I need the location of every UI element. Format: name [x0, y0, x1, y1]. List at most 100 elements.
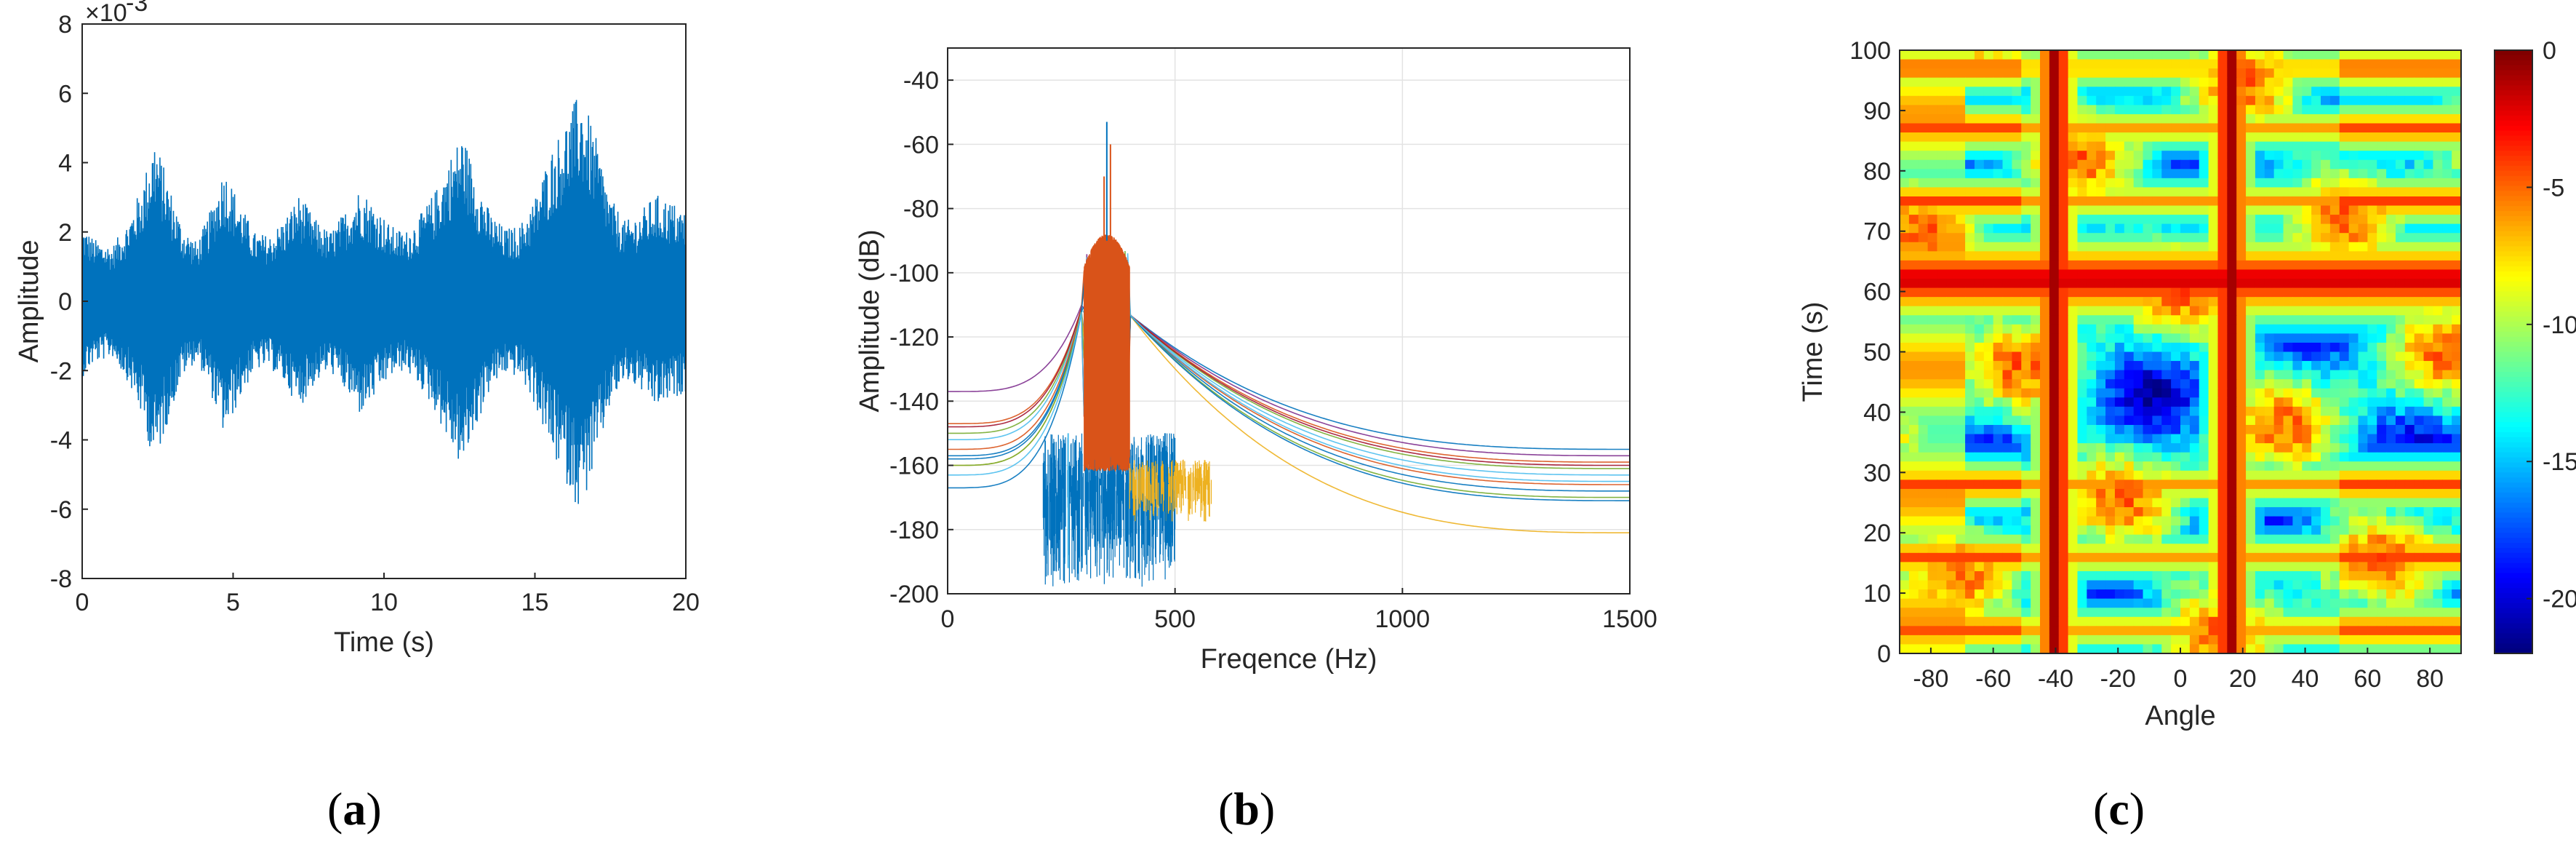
heatmap-cell — [2208, 342, 2219, 353]
heatmap-cell — [2311, 488, 2321, 499]
heatmap-cell — [2246, 59, 2256, 69]
heatmap-cell — [2246, 68, 2256, 79]
heatmap-cell — [1983, 187, 1994, 197]
heatmap-cell — [2367, 516, 2377, 526]
heatmap-cell — [1946, 215, 1956, 225]
heatmap-cell — [2358, 315, 2368, 325]
heatmap-cell — [2367, 507, 2377, 517]
heatmap-cell — [2339, 151, 2350, 161]
heatmap-cell — [2377, 306, 2387, 316]
heatmap-cell — [2321, 95, 2331, 106]
heatmap-cell — [2217, 397, 2228, 407]
heatmap-cell — [2377, 132, 2387, 143]
heatmap-cell — [2442, 516, 2452, 526]
heatmap-cell — [2321, 616, 2331, 627]
heatmap-cell — [1965, 507, 1975, 517]
heatmap-cell — [2171, 552, 2181, 562]
heatmap-cell — [2273, 552, 2284, 562]
heatmap-cell — [2414, 388, 2425, 398]
heatmap-cell — [1937, 233, 1947, 243]
heatmap-cell — [2283, 589, 2293, 600]
heatmap-cell — [2404, 616, 2415, 627]
heatmap-cell — [2189, 50, 2200, 60]
heatmap-cell — [2264, 242, 2275, 252]
heatmap-cell — [2246, 507, 2256, 517]
heatmap-cell — [2246, 552, 2256, 562]
heatmap-cell — [2208, 388, 2219, 398]
heatmap-cell — [2180, 562, 2191, 572]
heatmap-cell — [2227, 626, 2237, 636]
heatmap-cell — [2236, 570, 2247, 581]
heatmap-cell — [2377, 470, 2387, 480]
heatmap-cell — [2002, 123, 2012, 133]
heatmap-cell — [1918, 570, 1929, 581]
heatmap-cell — [2236, 169, 2247, 179]
heatmap-cell — [2367, 205, 2377, 215]
heatmap-cell — [2021, 570, 2031, 581]
heatmap-cell — [1956, 635, 1966, 645]
heatmap-cell — [2021, 552, 2031, 562]
heatmap-cell — [2124, 306, 2135, 316]
heatmap-cell — [2423, 151, 2433, 161]
heatmap-cell — [2358, 598, 2368, 608]
heatmap-cell — [1937, 598, 1947, 608]
heatmap-cell — [2404, 644, 2415, 654]
heatmap-cell — [2283, 306, 2293, 316]
heatmap-cell — [1956, 443, 1966, 453]
heatmap-cell — [2236, 287, 2247, 298]
heatmap-cell — [1993, 452, 2004, 462]
heatmap-cell — [1937, 315, 1947, 325]
heatmap-cell — [1900, 434, 1910, 444]
heatmap-cell — [2087, 251, 2097, 261]
heatmap-cell — [2395, 525, 2406, 536]
heatmap-cell — [1900, 507, 1910, 517]
heatmap-cell — [2171, 251, 2181, 261]
heatmap-cell — [2367, 105, 2377, 115]
heatmap-cell — [2414, 562, 2425, 572]
heatmap-cell — [2283, 105, 2293, 115]
heatmap-cell — [2264, 589, 2275, 600]
colorbar-box — [2494, 49, 2533, 654]
heatmap-cell — [2246, 279, 2256, 289]
heatmap-cell — [2133, 361, 2144, 371]
heatmap-cell — [2404, 516, 2415, 526]
heatmap-cell — [2068, 233, 2079, 243]
heatmap-cell — [2068, 169, 2079, 179]
heatmap-cell — [2049, 461, 2060, 472]
heatmap-cell — [2096, 525, 2106, 536]
colorbar-segment — [2495, 573, 2532, 579]
heatmap-cell — [2040, 534, 2050, 544]
colorbar-segment — [2495, 502, 2532, 509]
heatmap-cell — [2452, 59, 2462, 69]
heatmap-cell — [2199, 233, 2209, 243]
heatmap-cell — [2292, 77, 2303, 87]
heatmap-cell — [2227, 223, 2237, 234]
heatmap-cell — [2329, 187, 2340, 197]
heatmap-cell — [2292, 534, 2303, 544]
heatmap-cell — [2302, 50, 2312, 60]
x-tick-label-a: 20 — [672, 589, 700, 616]
heatmap-cell — [2077, 205, 2087, 215]
heatmap-cell — [2199, 635, 2209, 645]
heatmap-cell — [2246, 306, 2256, 316]
heatmap-cell — [2180, 279, 2191, 289]
heatmap-cell — [2133, 534, 2144, 544]
heatmap-cell — [2143, 598, 2153, 608]
heatmap-cell — [1946, 223, 1956, 234]
heatmap-cell — [2114, 562, 2125, 572]
heatmap-cell — [1993, 406, 2004, 417]
heatmap-cell — [1927, 205, 1938, 215]
heatmap-cell — [2433, 333, 2443, 343]
heatmap-cell — [2395, 269, 2406, 279]
colorbar-segment — [2495, 492, 2532, 498]
heatmap-cell — [2311, 424, 2321, 435]
heatmap-cell — [2049, 534, 2060, 544]
heatmap-cell — [1956, 580, 1966, 590]
heatmap-cell — [2124, 242, 2135, 252]
heatmap-cell — [2143, 324, 2153, 334]
heatmap-cell — [2058, 498, 2069, 508]
heatmap-cell — [2329, 306, 2340, 316]
heatmap-cell — [2133, 452, 2144, 462]
heatmap-cell — [1927, 616, 1938, 627]
heatmap-cell — [2386, 151, 2396, 161]
